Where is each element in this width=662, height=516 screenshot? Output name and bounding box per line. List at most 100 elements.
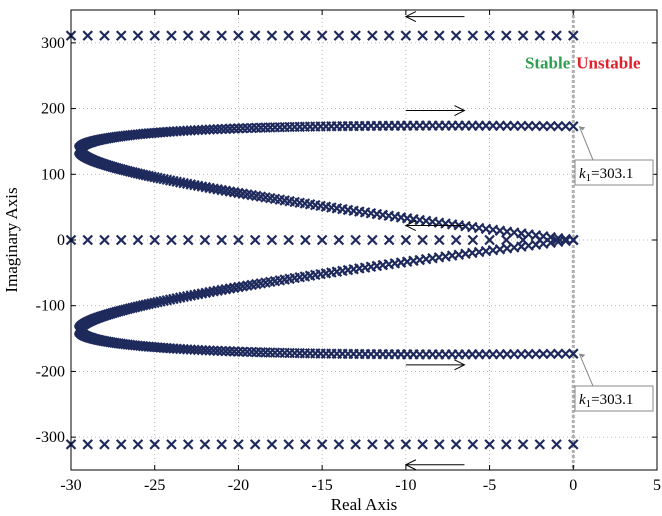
root-locus-point <box>517 439 529 450</box>
root-locus-point <box>367 30 378 41</box>
root-locus-point <box>82 234 94 246</box>
root-locus-point <box>149 30 160 41</box>
root-locus-point <box>434 439 445 450</box>
root-locus-point <box>467 234 479 246</box>
root-locus-point <box>400 30 412 41</box>
root-locus-point <box>224 123 236 134</box>
root-locus-point <box>551 30 562 41</box>
root-locus-point <box>568 234 579 246</box>
root-locus-point <box>551 439 562 450</box>
root-locus-point <box>82 30 94 41</box>
callout-label: k1=303.1 <box>579 392 633 410</box>
direction-arrow-head <box>404 11 417 23</box>
root-locus-point <box>383 234 395 246</box>
root-locus-point <box>216 30 227 41</box>
callout-leader <box>578 126 594 161</box>
root-locus-point <box>220 345 232 357</box>
root-locus-point <box>367 439 378 450</box>
root-locus-point <box>450 439 462 450</box>
root-locus-point <box>199 30 211 41</box>
root-locus-point <box>249 234 261 246</box>
root-locus-point <box>99 30 110 41</box>
root-locus-point <box>266 439 278 450</box>
root-locus-point <box>316 439 328 450</box>
root-locus-point <box>568 30 579 41</box>
root-locus-point <box>182 234 194 246</box>
root-locus-point <box>417 234 428 246</box>
root-locus-point <box>224 346 236 357</box>
root-locus-point <box>99 234 110 246</box>
root-locus-point <box>534 30 546 41</box>
root-locus-point <box>484 30 495 41</box>
root-locus-point <box>501 234 512 246</box>
direction-arrows-layer <box>404 11 466 471</box>
root-locus-point <box>182 30 194 41</box>
root-locus-point <box>350 234 361 246</box>
root-locus-point <box>400 439 412 450</box>
root-locus-point <box>300 439 311 450</box>
callout-layer: k1=303.1 k1=303.1 <box>574 126 654 412</box>
root-locus-point <box>383 439 395 450</box>
x-tick-label: -25 <box>144 477 165 494</box>
root-locus-point <box>467 439 479 450</box>
root-locus-point <box>132 234 144 246</box>
root-locus-point <box>283 439 294 450</box>
root-locus-point <box>115 439 127 450</box>
grid-layer <box>71 10 657 470</box>
root-locus-point <box>115 234 127 246</box>
root-locus-point <box>417 439 428 450</box>
root-locus-point <box>434 30 445 41</box>
callout-box <box>574 385 654 412</box>
root-locus-point <box>484 439 495 450</box>
root-locus-point <box>216 234 227 246</box>
root-locus-point <box>484 234 495 246</box>
root-locus-point <box>220 123 232 135</box>
x-tick-label: -10 <box>395 477 416 494</box>
root-locus-point <box>350 30 361 41</box>
x-tick-label: -15 <box>311 477 332 494</box>
callout-pointer <box>579 353 586 358</box>
x-tick-label: -20 <box>228 477 249 494</box>
root-locus-point <box>434 234 445 246</box>
x-axis-title: Real Axis <box>331 495 398 514</box>
root-locus-point <box>99 439 110 450</box>
root-locus-point <box>233 234 244 246</box>
data-marks-layer <box>65 30 579 450</box>
y-tick-label: -200 <box>36 363 65 380</box>
root-locus-point <box>216 439 227 450</box>
y-tick-label: -100 <box>36 298 65 315</box>
root-locus-point <box>149 439 160 450</box>
callout-label: k1=303.1 <box>579 166 633 184</box>
y-axis-title: Imaginary Axis <box>2 187 21 292</box>
root-locus-point <box>82 439 94 450</box>
root-locus-point <box>249 30 261 41</box>
label-layer: Real Axis Imaginary Axis Stable Unstable <box>2 54 641 514</box>
root-locus-point <box>316 234 328 246</box>
root-locus-point <box>501 30 512 41</box>
direction-arrow-head <box>454 359 466 371</box>
root-locus-point <box>132 439 144 450</box>
root-locus-point <box>383 30 395 41</box>
tick-layer: -30 -25 -20 -15 -10 -5 0 5 -300 -200 -100 0 100 200 30… <box>36 10 661 494</box>
y-tick-label: -300 <box>36 429 65 446</box>
y-tick-label: 300 <box>41 35 65 52</box>
root-locus-point <box>300 30 311 41</box>
root-locus-point <box>199 439 211 450</box>
root-locus-point <box>233 439 244 450</box>
root-locus-point <box>249 439 261 450</box>
root-locus-point <box>199 234 211 246</box>
root-locus-point <box>333 439 345 450</box>
root-locus-point <box>182 439 194 450</box>
root-locus-point <box>166 30 177 41</box>
y-tick-label: 100 <box>41 166 65 183</box>
root-locus-point <box>149 234 160 246</box>
direction-arrow-head <box>404 459 417 471</box>
direction-arrow-head <box>404 220 417 231</box>
root-locus-point <box>467 30 479 41</box>
root-locus-point <box>316 30 328 41</box>
root-locus-point <box>283 234 294 246</box>
root-locus-point <box>228 346 240 357</box>
root-locus-point <box>266 30 278 41</box>
root-locus-point <box>166 439 177 450</box>
